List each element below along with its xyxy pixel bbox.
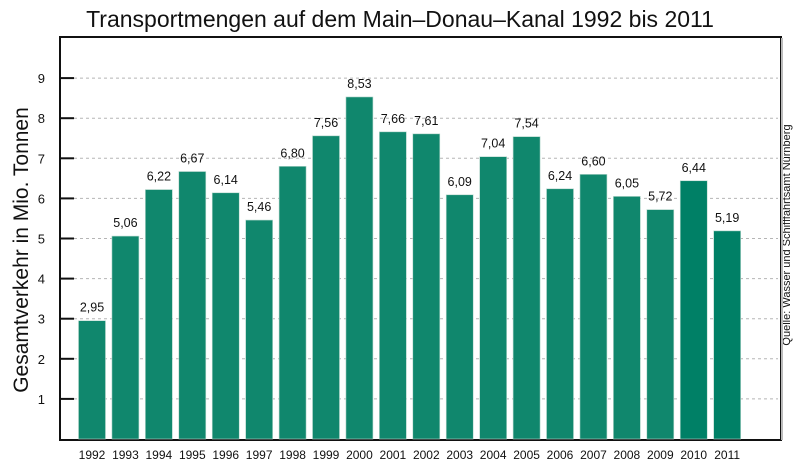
value-label: 5,46 [247, 200, 271, 214]
bar-2010 [679, 180, 708, 440]
chart-title: Transportmengen auf dem Main–Donau–Kanal… [86, 6, 714, 32]
value-label: 5,72 [648, 190, 672, 204]
bar-1998 [278, 166, 307, 440]
x-tick-label: 2009 [647, 448, 674, 462]
x-tick-label: 2003 [446, 448, 473, 462]
bar-2006 [546, 188, 574, 440]
bar-2001 [379, 131, 407, 440]
value-label: 6,09 [448, 175, 472, 189]
y-tick-label: 5 [38, 232, 45, 247]
value-label: 7,04 [481, 137, 505, 151]
x-tick-label: 2008 [614, 448, 641, 462]
bar-2004 [479, 156, 507, 440]
value-labels: 2,95 5,06 6,22 6,67 6,14 5,46 6,80 7,56 8,53 7,66… [80, 77, 740, 315]
x-tick-label: 2006 [547, 448, 574, 462]
bar-1999 [312, 135, 340, 440]
bar-1993 [111, 235, 140, 440]
bars [78, 96, 741, 440]
value-label: 6,22 [147, 170, 171, 184]
bar-2002 [412, 133, 441, 440]
x-tick-label: 2002 [413, 448, 440, 462]
x-tick-label: 1994 [146, 448, 173, 462]
x-tick-label: 1993 [112, 448, 139, 462]
x-tick-label: 2005 [513, 448, 540, 462]
value-label: 5,06 [113, 216, 137, 230]
y-tick-label: 9 [38, 71, 45, 86]
x-tick-label: 1996 [212, 448, 239, 462]
bar-1995 [178, 171, 207, 440]
bar-2000 [345, 96, 374, 440]
value-label: 5,19 [715, 211, 739, 225]
value-label: 8,53 [347, 77, 371, 91]
value-label: 6,14 [214, 173, 238, 187]
value-label: 7,66 [381, 112, 405, 126]
y-tick-label: 6 [38, 191, 45, 206]
x-tick-label: 1999 [313, 448, 340, 462]
value-label: 6,60 [581, 154, 605, 168]
value-label: 6,67 [180, 152, 204, 166]
x-tick-label: 2001 [380, 448, 407, 462]
bar-2009 [646, 209, 675, 440]
y-tick-label: 2 [38, 352, 45, 367]
x-tick-label: 2011 [714, 448, 740, 462]
bar-2003 [445, 194, 474, 440]
y-tick-label: 8 [38, 111, 45, 126]
x-tick-label: 2010 [680, 448, 707, 462]
x-tick-label: 2004 [480, 448, 507, 462]
value-label: 7,56 [314, 116, 338, 130]
y-tick-label: 7 [38, 151, 45, 166]
bar-2008 [613, 196, 641, 440]
y-axis-label: Gesamtverkehr in Mio. Tonnen [10, 107, 33, 393]
x-tick-label: 1992 [79, 448, 106, 462]
bar-1997 [245, 219, 273, 440]
y-tick-label: 1 [38, 392, 45, 407]
value-label: 2,95 [80, 301, 104, 315]
value-label: 6,80 [280, 146, 304, 160]
x-tick-label: 2000 [346, 448, 373, 462]
x-tick-label: 1998 [279, 448, 306, 462]
bar-2005 [512, 136, 541, 440]
bar-2007 [579, 174, 608, 440]
value-label: 7,61 [414, 114, 438, 128]
value-label: 7,54 [514, 117, 538, 131]
value-label: 6,44 [682, 161, 706, 175]
x-tick-label: 1995 [179, 448, 206, 462]
x-tick-label: 1997 [246, 448, 273, 462]
bar-1992 [78, 320, 106, 440]
bar-2011 [713, 230, 741, 440]
x-axis-ticks: 1992 1993 1994 1995 1996 1997 1998 1999 2000 2001… [79, 448, 741, 462]
y-axis-ticks: 1 2 3 4 5 6 7 8 9 [38, 71, 74, 407]
source-note: Quelle: Wasser und Schifffahrtsamt Nürnb… [781, 124, 793, 345]
y-tick-label: 3 [38, 312, 45, 327]
bar-1994 [145, 189, 173, 440]
value-label: 6,24 [548, 169, 572, 183]
value-label: 6,05 [615, 176, 639, 190]
x-tick-label: 2007 [580, 448, 607, 462]
y-tick-label: 4 [38, 272, 45, 287]
bar-1996 [211, 192, 240, 440]
